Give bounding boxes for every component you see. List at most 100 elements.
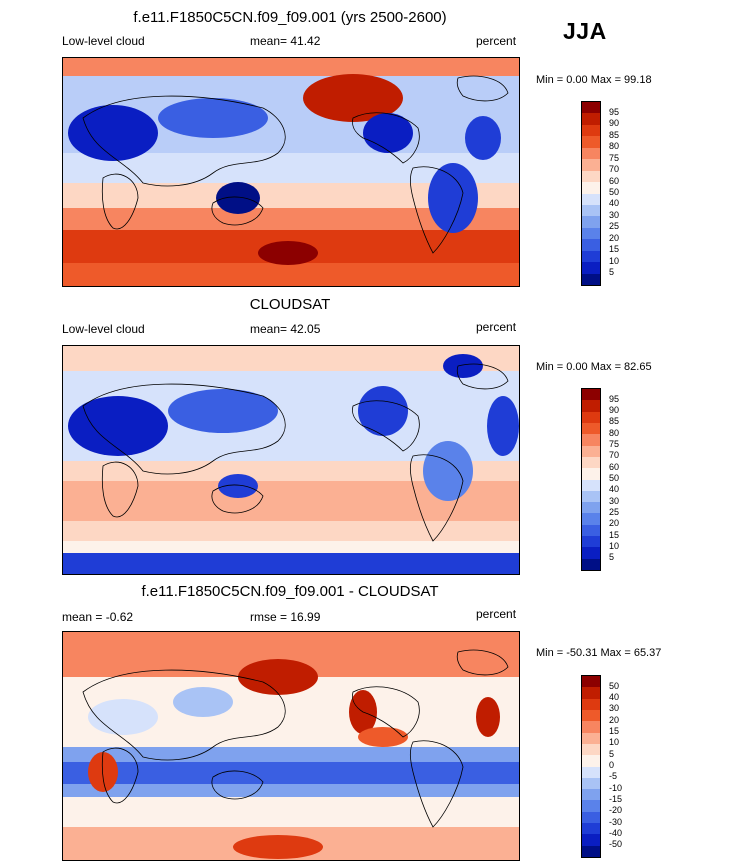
colorbar-swatch [582, 456, 600, 469]
colorbar-swatch [582, 204, 600, 217]
colorbar-swatch [582, 239, 600, 251]
colorbar-swatch [582, 547, 600, 559]
colorbar-tick-label: 10 [609, 737, 620, 748]
colorbar-tick-label: 60 [609, 461, 620, 472]
colorbar-tick-label: 15 [609, 244, 620, 255]
colorbar-swatch [582, 558, 600, 570]
colorbar-tick-label: -5 [609, 771, 618, 782]
colorbar-tick-label: 5 [609, 552, 615, 563]
colorbar-tick-label: 90 [609, 118, 620, 129]
colorbar-tick-label: 10 [609, 255, 620, 266]
colorbar-swatch [582, 721, 600, 733]
colorbar-tick-label: 30 [609, 703, 620, 714]
colorbar-tick-label: 70 [609, 450, 620, 461]
panel-3-title: f.e11.F1850C5CN.f09_f09.001 - CLOUDSAT [141, 583, 439, 600]
colorbar-swatch [582, 755, 600, 767]
colorbar-tick-label: 40 [609, 692, 620, 703]
panel-1-minmax: Min = 0.00 Max = 99.18 [536, 74, 652, 86]
panel-1-mean-label: mean= 41.42 [250, 34, 321, 48]
panel-1-variable-label: Low-level cloud [62, 34, 145, 48]
colorbar-swatch [582, 468, 600, 480]
colorbar-swatch [582, 811, 600, 824]
colorbar-swatch [582, 113, 600, 125]
colorbar-swatch [582, 709, 600, 722]
colorbar-tick-label: 85 [609, 416, 620, 427]
colorbar-tick-label: -20 [609, 805, 623, 816]
panel-3-map [62, 631, 520, 861]
colorbar-tick-label: 25 [609, 506, 620, 517]
colorbar-swatch [582, 445, 600, 457]
panel-2-minmax: Min = 0.00 Max = 82.65 [536, 361, 652, 373]
panel-1-map [62, 57, 520, 287]
colorbar-swatch [582, 766, 600, 778]
colorbar-swatch [582, 513, 600, 525]
colorbar-swatch [582, 227, 600, 240]
colorbar-swatch [582, 193, 600, 205]
panel-2-map [62, 345, 520, 575]
colorbar-tick-label: 40 [609, 198, 620, 209]
colorbar-tick-label: -50 [609, 839, 623, 850]
colorbar-tick-label: 10 [609, 540, 620, 551]
colorbar-swatch [582, 273, 600, 285]
colorbar-swatch [582, 800, 600, 812]
colorbar-tick-label: 5 [609, 748, 615, 759]
panel-2-title: CLOUDSAT [249, 296, 331, 313]
colorbar-swatch [582, 250, 600, 263]
colorbar-tick-label: 30 [609, 495, 620, 506]
colorbar-swatch [582, 524, 600, 537]
colorbar-swatch [582, 687, 600, 699]
panel-1-units-label: percent [476, 34, 517, 48]
colorbar-swatch [582, 502, 600, 514]
colorbar-swatch [582, 479, 600, 491]
colorbar-swatch [582, 182, 600, 194]
colorbar-tick-label: 20 [609, 714, 620, 725]
colorbar-swatch [582, 216, 600, 228]
colorbar-tick-label: 50 [609, 473, 620, 483]
colorbar-swatch [582, 536, 600, 548]
colorbar-tick-label: -10 [609, 782, 623, 793]
colorbar-tick-label: 5 [609, 267, 615, 278]
colorbar-tick-label: 50 [609, 680, 620, 691]
panel-3-rmse-label: rmse = 16.99 [250, 610, 321, 624]
colorbar-tick-label: -40 [609, 827, 623, 838]
panel-3-colorbar [581, 675, 601, 858]
panel-1-title: f.e11.F1850C5CN.f09_f09.001 (yrs 2500-26… [133, 9, 447, 26]
colorbar-tick-label: 60 [609, 175, 620, 186]
colorbar-swatch [582, 743, 600, 756]
season-label: JJA [563, 18, 607, 44]
colorbar-tick-label: 95 [609, 106, 620, 117]
panel-3-colorbar-labels: 50 40 30 20 15 10 5 0 -5 -10 -15 -20 -30 -40 -50 [609, 675, 639, 856]
colorbar-tick-label: -30 [609, 816, 623, 827]
colorbar-swatch [582, 834, 600, 846]
colorbar-swatch [582, 170, 600, 183]
panel-1-map-graphic [63, 58, 519, 286]
colorbar-tick-label: 30 [609, 209, 620, 220]
colorbar-swatch [582, 845, 600, 857]
colorbar-tick-label: 80 [609, 427, 620, 438]
colorbar-swatch [582, 124, 600, 137]
colorbar-tick-label: 50 [609, 187, 620, 197]
panel-2-mean-label: mean= 42.05 [250, 322, 321, 336]
panel-1-colorbar-labels: 95 90 85 80 75 70 60 50 40 30 25 20 15 10 5 [609, 101, 639, 284]
colorbar-swatch [582, 823, 600, 835]
colorbar-swatch [582, 676, 600, 688]
panel-1-colorbar [581, 101, 601, 286]
colorbar-tick-label: 85 [609, 129, 620, 140]
colorbar-swatch [582, 159, 600, 171]
colorbar-tick-label: 15 [609, 529, 620, 540]
panel-3-units-label: percent [476, 607, 517, 621]
colorbar-tick-label: 95 [609, 393, 620, 404]
colorbar-swatch [582, 789, 600, 801]
colorbar-swatch [582, 262, 600, 274]
panel-3-minmax: Min = -50.31 Max = 65.37 [536, 647, 662, 659]
panel-3-map-graphic [63, 632, 519, 860]
colorbar-swatch [582, 411, 600, 423]
colorbar-tick-label: 75 [609, 152, 620, 163]
panel-3-mean-label: mean = -0.62 [62, 610, 134, 624]
colorbar-swatch [582, 102, 600, 114]
panel-2-variable-label: Low-level cloud [62, 322, 145, 336]
colorbar-tick-label: 75 [609, 439, 620, 450]
colorbar-tick-label: 20 [609, 232, 620, 243]
colorbar-swatch [582, 434, 600, 446]
colorbar-tick-label: 0 [609, 760, 615, 770]
